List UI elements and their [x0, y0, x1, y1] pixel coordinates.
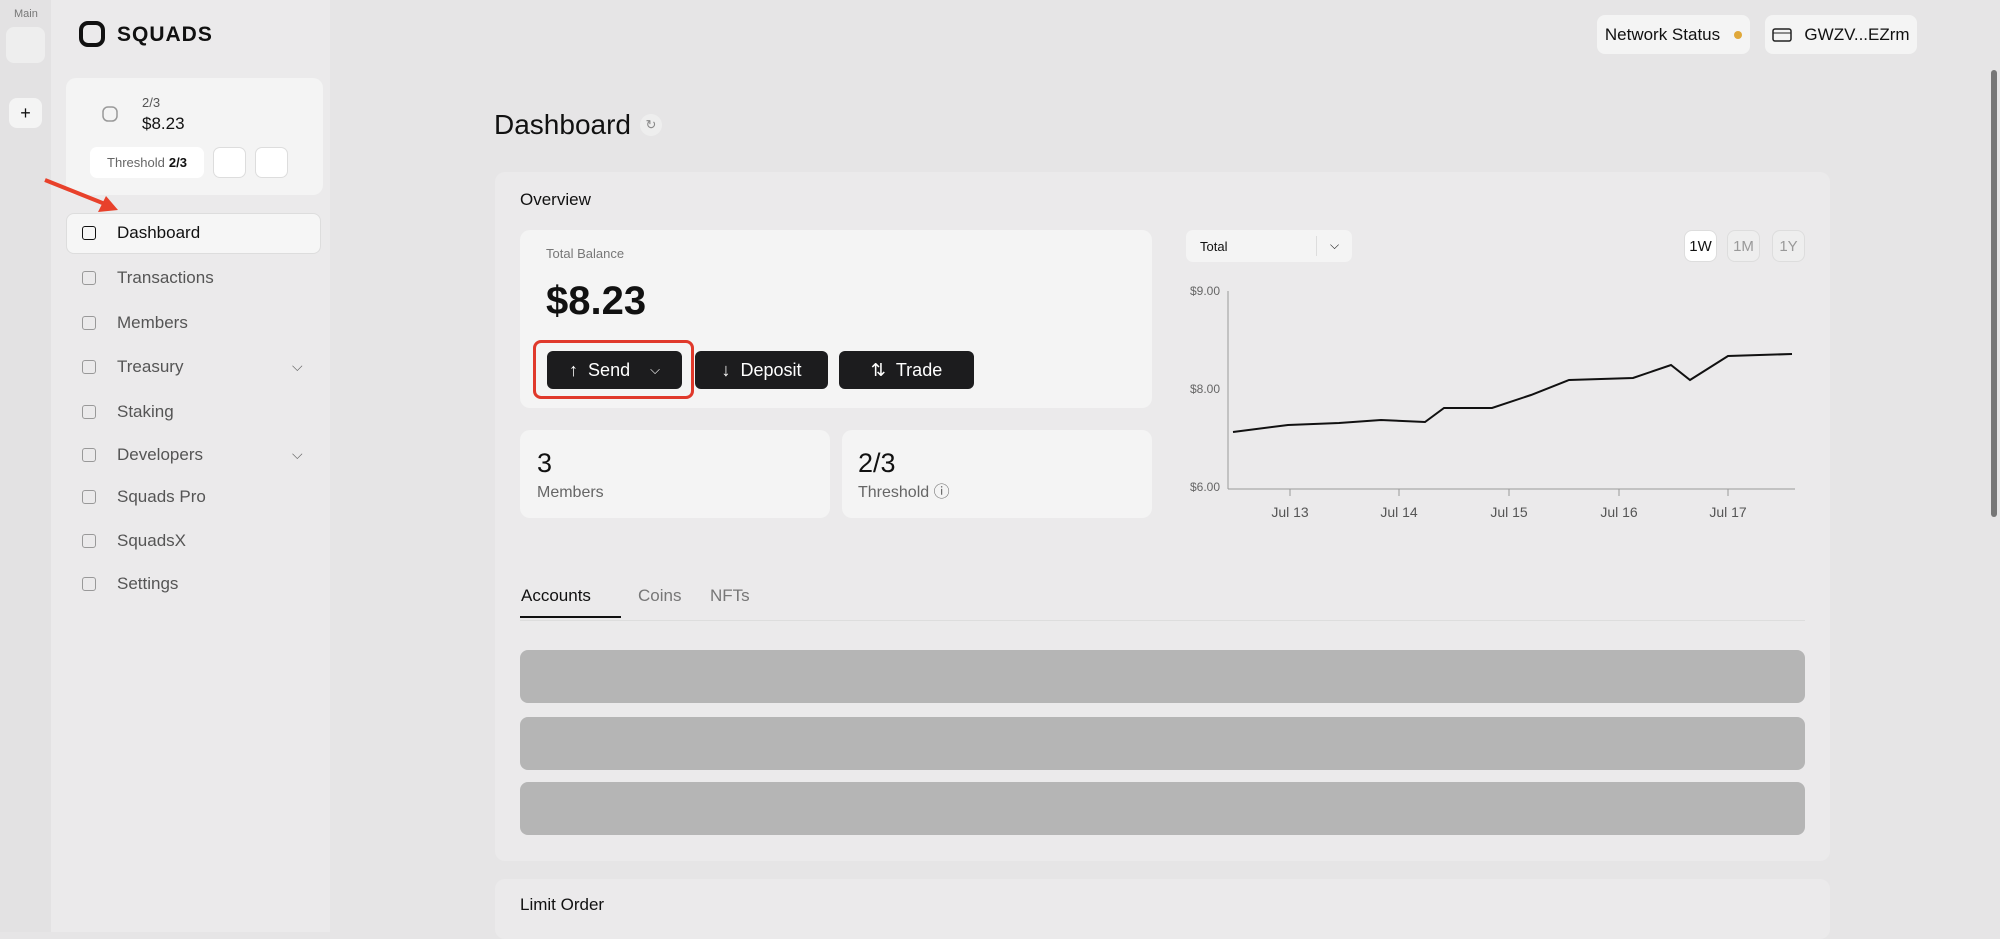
y-axis-label: $6.00	[1190, 480, 1220, 494]
skeleton-row	[520, 782, 1805, 835]
threshold-count: 2/3	[858, 448, 896, 478]
network-status-label: Network Status	[1604, 24, 1721, 44]
chart-select[interactable]: Total ⌵	[1186, 230, 1352, 262]
nav-item[interactable]: Developers	[117, 445, 203, 464]
nav-item[interactable]: Treasury	[117, 357, 184, 376]
threshold-badge: Threshold 2/3	[90, 147, 204, 178]
threshold-text: Threshold	[858, 484, 930, 501]
x-axis-label: Jul 13	[1271, 504, 1309, 520]
threshold-label: Threshold	[107, 155, 165, 170]
nav-item[interactable]: Squads Pro	[117, 487, 206, 506]
send-button[interactable]: ↑ Send ⌵	[547, 351, 682, 389]
y-axis-label: $8.00	[1190, 382, 1220, 396]
range-button[interactable]: 1Y	[1772, 230, 1805, 262]
network-status[interactable]: Network Status	[1597, 15, 1750, 54]
limit-order-title: Limit Order	[520, 895, 605, 914]
nav-icon	[82, 360, 96, 374]
nav-chevron[interactable]: ⌵	[292, 446, 303, 462]
members-card	[520, 430, 830, 518]
page-title: Dashboard	[494, 109, 631, 140]
brand: SQUADS	[117, 23, 213, 46]
account-balance: $8.23	[142, 114, 185, 133]
workspace-button[interactable]	[6, 27, 45, 63]
send-label: Send	[588, 359, 631, 380]
threshold-label: Threshold ⓘ	[858, 484, 950, 501]
members-label: Members	[537, 484, 604, 501]
balance-label: Total Balance	[546, 246, 625, 261]
workspace-strip	[0, 0, 51, 932]
nav-icon	[82, 405, 96, 419]
trade-button[interactable]: ⇅ Trade	[839, 351, 974, 389]
x-axis-label: Jul 14	[1380, 504, 1418, 520]
nav-icon	[82, 226, 96, 240]
chart-select-label: Total	[1200, 239, 1228, 254]
members-count: 3	[537, 448, 553, 478]
balance-value: $8.23	[546, 279, 647, 323]
tab[interactable]: NFTs	[710, 586, 750, 605]
nav-item[interactable]: Staking	[117, 402, 174, 421]
nav-item[interactable]: Members	[117, 313, 188, 332]
deposit-label: Deposit	[740, 359, 802, 380]
threshold-value: 2/3	[168, 155, 187, 170]
add-workspace[interactable]: +	[9, 98, 42, 128]
copy-button[interactable]	[213, 147, 246, 178]
x-axis-label: Jul 15	[1490, 504, 1528, 520]
nav-item[interactable]: SquadsX	[117, 531, 186, 550]
x-axis-label: Jul 17	[1709, 504, 1747, 520]
tab-underline	[520, 616, 621, 618]
nav-chevron[interactable]: ⌵	[292, 358, 303, 374]
y-axis-label: $9.00	[1190, 284, 1220, 298]
nav-icon	[82, 316, 96, 330]
nav-icon	[82, 448, 96, 462]
annotation-arrow	[44, 178, 118, 212]
nav-icon	[82, 490, 96, 504]
tab[interactable]: Accounts	[521, 586, 591, 605]
logo	[79, 21, 105, 47]
range-button[interactable]: 1M	[1727, 230, 1760, 262]
account-ratio: 2/3	[142, 95, 161, 110]
range-button[interactable]: 1W	[1684, 230, 1717, 262]
nav-item[interactable]: Transactions	[117, 268, 214, 287]
deposit-button[interactable]: ↓ Deposit	[695, 351, 828, 389]
balance-chart: $9.00 $8.00 $6.00 Jul 13 Jul 14 Jul 15 Jul 16 J…	[1190, 284, 1795, 520]
nav-icon	[82, 534, 96, 548]
wallet-address: GWZV...EZrm	[1804, 24, 1910, 44]
refresh-button[interactable]: ↻	[640, 114, 662, 136]
threshold-card	[842, 430, 1152, 518]
highlight-box	[533, 340, 694, 399]
nav-active	[66, 213, 321, 254]
nav-item[interactable]: Settings	[117, 574, 179, 593]
wallet-button[interactable]: GWZV...EZrm	[1765, 15, 1917, 54]
scrollbar[interactable]	[1991, 70, 1997, 517]
tab[interactable]: Coins	[638, 586, 682, 605]
tab-divider	[520, 620, 1805, 621]
skeleton-row	[520, 717, 1805, 770]
workspace-label: Main	[14, 8, 38, 20]
qr-button[interactable]	[255, 147, 288, 178]
nav-item[interactable]: Dashboard	[117, 223, 201, 242]
trade-label: Trade	[895, 359, 943, 380]
skeleton-row	[520, 650, 1805, 703]
nav-icon	[82, 577, 96, 591]
account-icon	[102, 106, 118, 122]
nav-icon	[82, 271, 96, 285]
limit-order-panel	[495, 879, 1830, 939]
overview-title: Overview	[520, 190, 591, 209]
x-axis-label: Jul 16	[1600, 504, 1638, 520]
balance-line	[1232, 353, 1793, 433]
